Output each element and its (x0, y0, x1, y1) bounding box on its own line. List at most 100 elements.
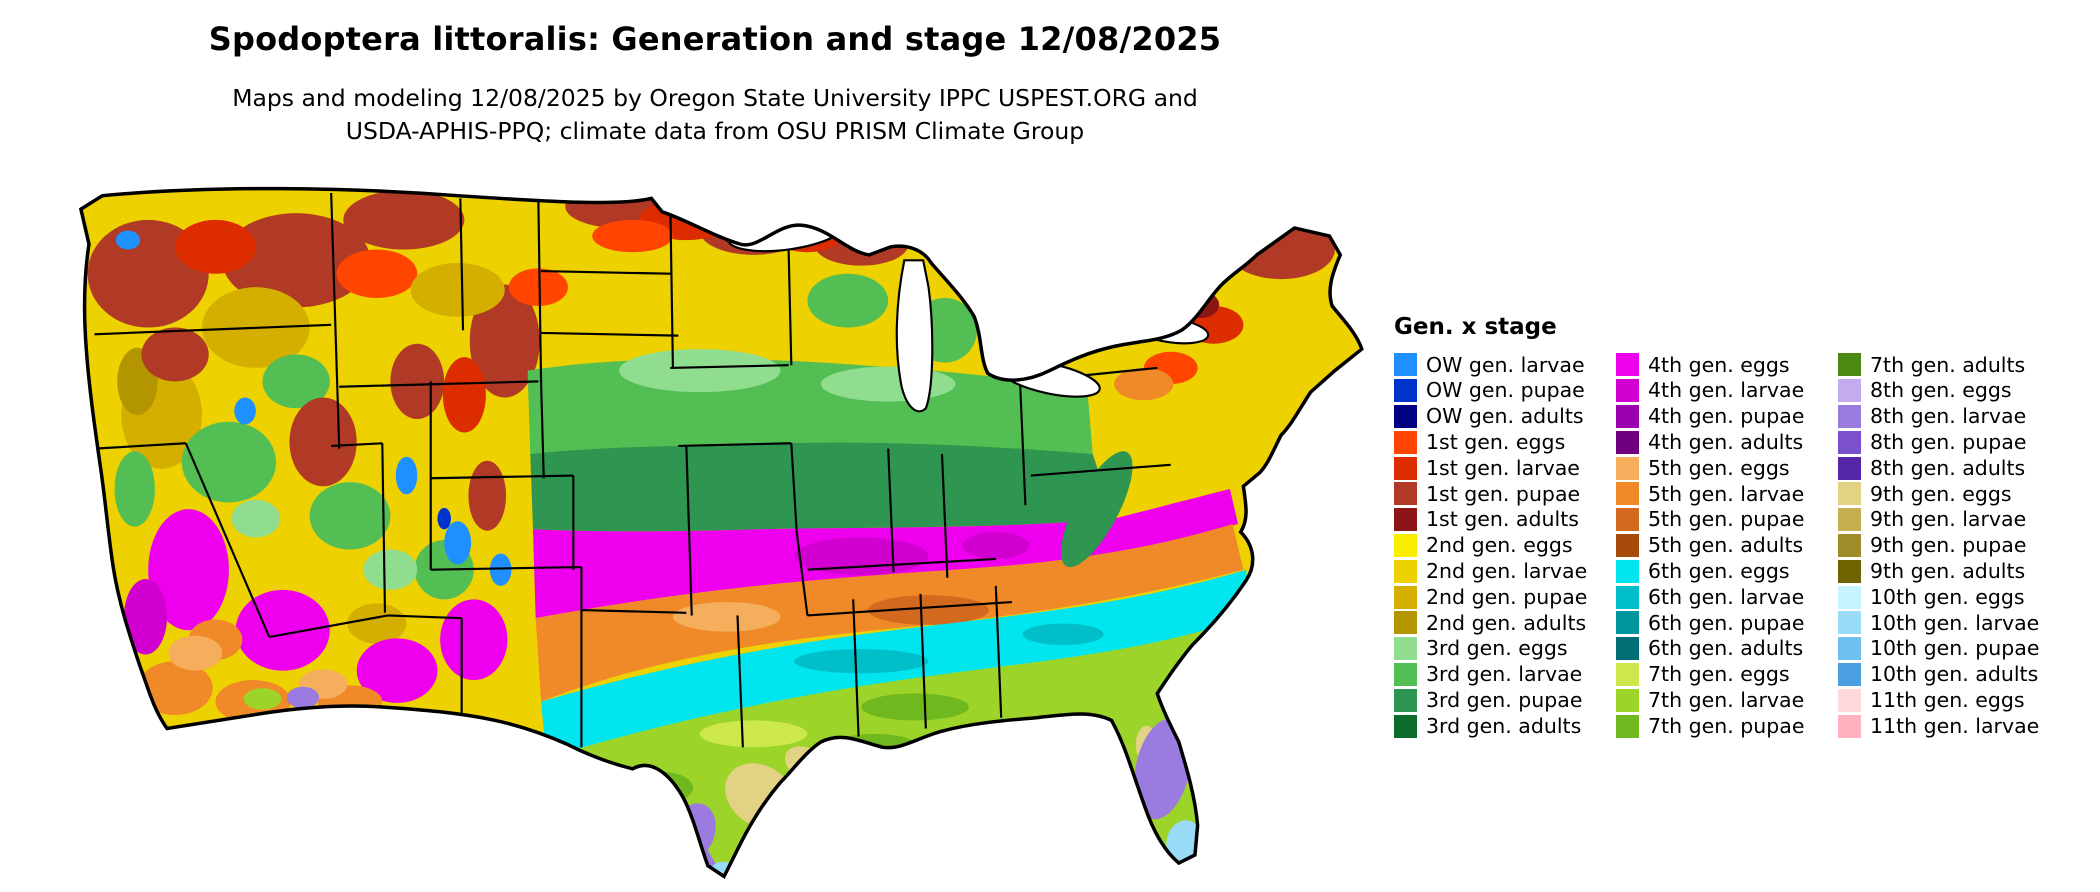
legend-swatch (1838, 585, 1861, 609)
legend-swatch (1616, 611, 1639, 635)
legend-label: 7th gen. pupae (1648, 713, 1805, 738)
legend-swatch (1616, 456, 1639, 480)
legend-item: 4th gen. eggs (1616, 352, 1838, 378)
legend-label: 8th gen. adults (1870, 455, 2026, 480)
legend-item: OW gen. pupae (1394, 378, 1616, 404)
legend-item: 2nd gen. larvae (1394, 558, 1616, 584)
legend-item: 1st gen. pupae (1394, 481, 1616, 507)
legend-label: 3rd gen. adults (1426, 713, 1582, 738)
legend-swatch (1394, 637, 1417, 661)
legend-swatch (1394, 456, 1417, 480)
legend-swatch (1616, 714, 1639, 738)
legend-item: 6th gen. eggs (1616, 558, 1838, 584)
legend-label: 1st gen. adults (1426, 507, 1579, 532)
legend-swatch (1394, 585, 1417, 609)
map-region-bands (527, 273, 1257, 820)
legend-item: 11th gen. eggs (1838, 687, 2060, 713)
legend-swatch (1394, 688, 1417, 712)
legend-label: 4th gen. pupae (1648, 404, 1805, 429)
legend-item: 3rd gen. pupae (1394, 687, 1616, 713)
map-credit-line-2: USDA-APHIS-PPQ; climate data from OSU PR… (345, 117, 1085, 146)
legend-item: 7th gen. larvae (1616, 687, 1838, 713)
legend-item: 3rd gen. eggs (1394, 636, 1616, 662)
legend-swatch (1838, 533, 1861, 557)
legend-swatch (1616, 482, 1639, 506)
legend-item: 5th gen. pupae (1616, 507, 1838, 533)
legend-label: 6th gen. larvae (1648, 584, 1805, 609)
legend-label: 10th gen. pupae (1870, 636, 2040, 661)
legend-swatch (1394, 430, 1417, 454)
legend-swatch (1616, 637, 1639, 661)
legend-item: 2nd gen. eggs (1394, 533, 1616, 559)
legend-swatch (1838, 508, 1861, 532)
legend-label: 3rd gen. eggs (1426, 636, 1568, 661)
legend-item: 8th gen. adults (1838, 455, 2060, 481)
legend-swatch (1838, 559, 1861, 583)
legend-label: 4th gen. adults (1648, 430, 1804, 455)
legend-label: 10th gen. larvae (1870, 610, 2040, 635)
legend-label: 5th gen. eggs (1648, 455, 1790, 480)
legend-label: 1st gen. pupae (1426, 481, 1581, 506)
legend-label: 2nd gen. eggs (1426, 533, 1573, 558)
legend-columns: OW gen. larvae OW gen. pupae OW gen. adult… (1394, 352, 2060, 739)
legend-swatch (1838, 662, 1861, 686)
legend-swatch (1616, 353, 1639, 377)
legend-swatch (1838, 430, 1861, 454)
legend-swatch (1838, 637, 1861, 661)
legend-swatch (1616, 508, 1639, 532)
legend-item: 9th gen. pupae (1838, 533, 2060, 559)
legend-title: Gen. x stage (1394, 314, 1557, 340)
legend-item: 1st gen. eggs (1394, 429, 1616, 455)
legend-label: 8th gen. eggs (1870, 378, 2012, 403)
legend-label: OW gen. pupae (1426, 378, 1585, 403)
legend-label: 6th gen. eggs (1648, 559, 1790, 584)
legend-item: 11th gen. larvae (1838, 713, 2060, 739)
legend-label: 10th gen. adults (1870, 662, 2039, 687)
legend-item: 7th gen. adults (1838, 352, 2060, 378)
legend-swatch (1394, 559, 1417, 583)
legend-column: 4th gen. eggs 4th gen. larvae 4th gen. pup… (1616, 352, 1838, 739)
legend-label: 6th gen. adults (1648, 636, 1804, 661)
legend-label: 10th gen. eggs (1870, 584, 2025, 609)
legend-swatch (1616, 379, 1639, 403)
legend-label: 5th gen. adults (1648, 533, 1804, 558)
legend-swatch (1394, 662, 1417, 686)
legend-swatch (1394, 379, 1417, 403)
legend-item: 4th gen. larvae (1616, 378, 1838, 404)
legend-swatch (1838, 611, 1861, 635)
legend-item: 6th gen. larvae (1616, 584, 1838, 610)
legend-label: 7th gen. adults (1870, 352, 2026, 377)
legend-label: 4th gen. eggs (1648, 352, 1790, 377)
legend-swatch (1616, 662, 1639, 686)
legend-swatch (1838, 688, 1861, 712)
legend-swatch (1394, 353, 1417, 377)
legend-label: 5th gen. larvae (1648, 481, 1805, 506)
us-map-container (54, 166, 1386, 886)
legend-swatch (1616, 404, 1639, 428)
map-header: Spodoptera littoralis: Generation and st… (0, 20, 1430, 149)
page-title: Spodoptera littoralis: Generation and st… (208, 20, 1222, 58)
legend-item: OW gen. larvae (1394, 352, 1616, 378)
legend-label: 3rd gen. pupae (1426, 688, 1583, 712)
legend-item: 2nd gen. pupae (1394, 584, 1616, 610)
legend-label: OW gen. larvae (1426, 352, 1585, 377)
legend-item: 9th gen. adults (1838, 558, 2060, 584)
legend-item: 10th gen. pupae (1838, 636, 2060, 662)
legend-label: 8th gen. larvae (1870, 404, 2027, 429)
legend-label: 1st gen. eggs (1426, 430, 1566, 455)
legend-item: 2nd gen. adults (1394, 610, 1616, 636)
legend-swatch (1838, 353, 1861, 377)
legend-label: 1st gen. larvae (1426, 455, 1580, 480)
legend-item: 10th gen. adults (1838, 662, 2060, 688)
legend-swatch (1838, 404, 1861, 428)
legend-swatch (1838, 482, 1861, 506)
legend-label: 2nd gen. pupae (1426, 584, 1588, 609)
lake-michigan (895, 259, 934, 413)
legend-swatch (1616, 688, 1639, 712)
state-borders (94, 192, 1171, 748)
legend-item: 4th gen. adults (1616, 429, 1838, 455)
legend-swatch (1616, 585, 1639, 609)
legend-item: 3rd gen. adults (1394, 713, 1616, 739)
legend-swatch (1394, 611, 1417, 635)
legend-label: 3rd gen. larvae (1426, 662, 1583, 687)
